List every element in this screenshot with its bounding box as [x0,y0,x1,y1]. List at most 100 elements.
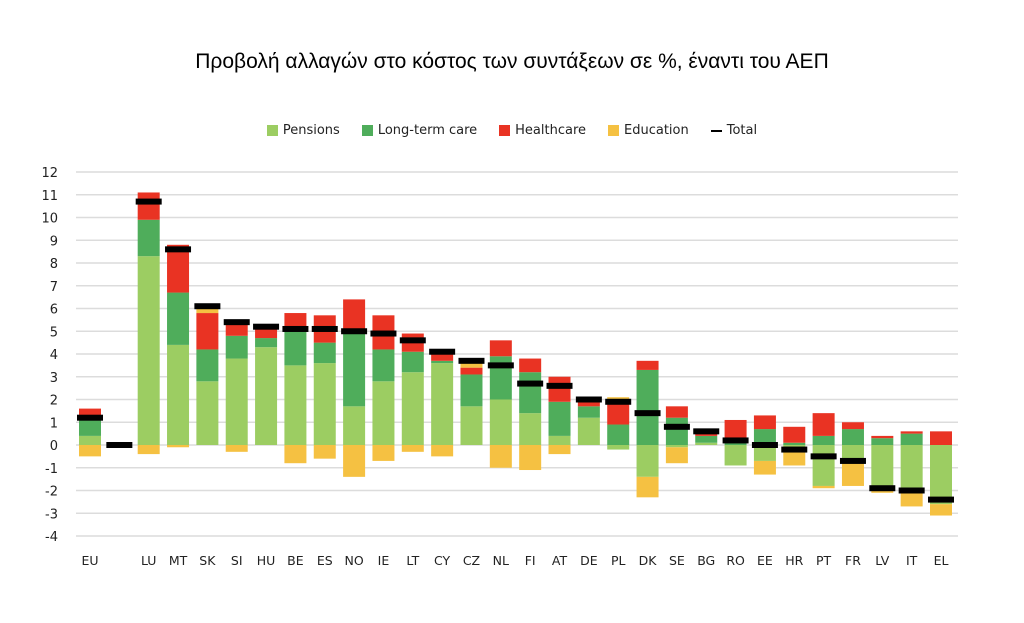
total-marker [253,323,280,330]
bar-segment-pensions [284,365,307,445]
x-tick-label: SE [669,553,685,568]
total-marker [810,453,837,460]
bar-segment-pensions [900,445,923,493]
bar-segment-education [167,445,190,448]
x-tick-label: DK [639,553,658,568]
bar-segment-pensions [196,381,219,445]
bar-segment-pensions [460,406,483,445]
bar-segment-healthcare [431,351,454,361]
bar-segment-healthcare [79,408,101,420]
bar-segment-pensions [313,363,336,445]
legend-item-education: Education [608,123,689,138]
legend-label-healthcare: Healthcare [515,123,587,138]
x-tick-label: LT [406,553,419,568]
total-marker [634,410,661,417]
total-marker [370,330,397,337]
bar-segment-healthcare [196,313,219,350]
bar-segment-education [431,445,454,457]
y-tick-label: 9 [50,234,58,249]
bar-segment-education [930,504,952,516]
y-tick-label: -2 [45,485,58,500]
bar-segment-long-term-care [79,419,101,436]
y-tick-label: 10 [41,212,58,227]
x-tick-label: BG [697,553,715,568]
total-marker [751,442,778,448]
x-tick-label: FI [525,553,536,568]
bar-segment-healthcare [548,376,571,402]
total-marker [106,442,133,448]
x-tick-label: PT [816,553,832,568]
total-marker [928,496,954,503]
total-marker [429,348,456,355]
total-marker [165,246,192,253]
total-marker [722,437,749,444]
x-tick-label: DE [580,553,598,568]
bar-segment-long-term-care [841,429,864,445]
bar-segment-long-term-care [284,331,307,366]
bar-segment-pensions [930,445,952,505]
bar-segment-education [372,445,395,461]
y-tick-label: 0 [50,439,58,454]
bar-segment-pensions [343,406,366,445]
bar-segment-pensions [372,381,395,445]
bar-segment-education [636,476,659,498]
total-marker [517,380,544,387]
bar-segment-healthcare [930,431,952,445]
x-tick-label: BE [287,553,304,568]
x-tick-label: PL [611,553,626,568]
total-marker [546,382,573,389]
legend-label-pensions: Pensions [282,123,340,138]
bar-segment-education [343,445,366,477]
bar-segment-long-term-care [196,349,219,382]
bar-segment-education [313,445,336,459]
x-tick-label: EE [757,553,773,568]
bar-segment-pensions [871,445,894,486]
x-tick-label: CY [434,553,451,568]
bar-segment-pensions [695,442,718,445]
bar-segment-healthcare [841,422,864,430]
total-marker [341,328,368,335]
x-tick-label: RO [726,553,745,568]
total-marker [223,319,250,326]
total-marker [663,423,690,430]
total-marker [194,303,221,310]
bar-segment-healthcare [607,399,630,425]
bar-segment-pensions [636,445,659,477]
y-tick-label: 3 [50,371,58,386]
y-tick-label: 4 [50,348,58,363]
bar-segment-healthcare [489,340,512,357]
bar-segment-education [460,360,483,368]
bar-segment-education [519,445,542,471]
legend-item-total: Total [710,123,757,138]
y-tick-label: -4 [45,530,58,545]
bar-segment-healthcare [167,244,190,293]
bar-segment-long-term-care [255,338,278,348]
bar-segment-healthcare [343,299,366,334]
bar-segment-healthcare [255,326,278,339]
x-tick-label: IE [378,553,390,568]
bar-segment-pensions [607,445,630,450]
total-marker [282,325,309,332]
chart-legend: Pensions Long-term care Healthcare Educa… [0,123,1024,138]
bar-segment-pensions [225,358,248,445]
legend-label-education: Education [624,123,689,138]
bar-segment-education [137,445,160,455]
bar-segment-education [812,485,835,489]
total-marker [869,485,896,492]
chart-title: Προβολή αλλαγών στο κόστος των συντάξεων… [195,50,829,73]
bar-segment-education [665,447,688,464]
total-marker [458,357,485,364]
x-tick-label: IT [906,553,918,568]
bar-segment-healthcare [519,358,542,373]
x-tick-label: NL [493,553,509,568]
bar-segment-healthcare [460,367,483,375]
bar-segment-long-term-care [137,219,160,257]
bar-segment-education [225,445,248,452]
bar-segment-education [783,449,806,466]
x-tick-label: EU [81,553,98,568]
bar-segment-education [607,397,630,400]
bar-segment-long-term-care [900,433,923,445]
bar-segment-healthcare [871,435,894,439]
bar-segment-long-term-care [607,424,630,445]
